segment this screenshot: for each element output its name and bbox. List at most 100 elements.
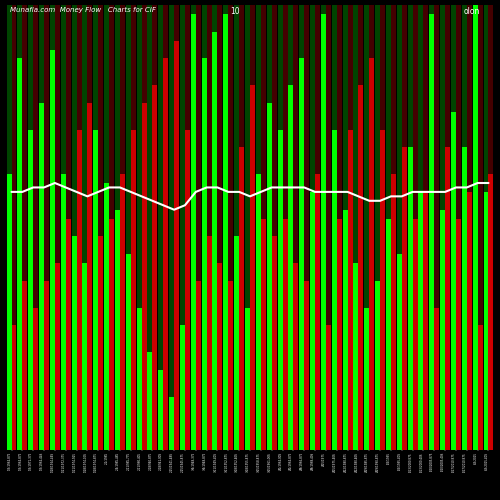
Text: olon: olon	[464, 7, 480, 16]
Bar	[332, 5, 336, 450]
Bar	[148, 5, 152, 450]
Bar	[93, 5, 98, 450]
Bar	[299, 58, 304, 450]
Bar	[467, 192, 472, 450]
Bar	[72, 5, 76, 450]
Bar	[224, 5, 228, 450]
Bar	[310, 5, 315, 450]
Bar	[228, 281, 234, 450]
Bar	[278, 5, 282, 450]
Bar	[369, 58, 374, 450]
Bar	[88, 5, 92, 450]
Bar	[93, 130, 98, 450]
Bar	[261, 5, 266, 450]
Bar	[354, 263, 358, 450]
Bar	[412, 218, 418, 450]
Bar	[467, 5, 472, 450]
Bar	[126, 5, 131, 450]
Bar	[462, 5, 467, 450]
Bar	[472, 5, 478, 450]
Text: 10: 10	[230, 7, 240, 16]
Bar	[397, 254, 402, 450]
Bar	[202, 58, 206, 450]
Bar	[212, 32, 218, 450]
Bar	[434, 5, 440, 450]
Bar	[424, 192, 428, 450]
Bar	[169, 5, 174, 450]
Text: Munafia.com  Money Flow   Charts for CIF: Munafia.com Money Flow Charts for CIF	[10, 7, 156, 14]
Bar	[434, 308, 440, 450]
Bar	[185, 130, 190, 450]
Bar	[28, 130, 33, 450]
Bar	[315, 174, 320, 450]
Bar	[282, 5, 288, 450]
Bar	[120, 174, 125, 450]
Bar	[418, 5, 424, 450]
Bar	[60, 174, 66, 450]
Bar	[136, 5, 141, 450]
Bar	[348, 130, 352, 450]
Bar	[202, 5, 206, 450]
Bar	[33, 5, 38, 450]
Bar	[126, 254, 131, 450]
Bar	[224, 14, 228, 450]
Bar	[478, 326, 482, 450]
Bar	[212, 5, 218, 450]
Bar	[408, 148, 412, 450]
Bar	[272, 236, 276, 450]
Bar	[33, 308, 38, 450]
Bar	[440, 5, 445, 450]
Bar	[174, 40, 179, 450]
Bar	[304, 5, 309, 450]
Bar	[326, 5, 331, 450]
Bar	[456, 218, 461, 450]
Bar	[104, 183, 109, 450]
Bar	[391, 5, 396, 450]
Bar	[234, 5, 239, 450]
Bar	[55, 5, 60, 450]
Bar	[430, 5, 434, 450]
Bar	[142, 103, 146, 450]
Bar	[98, 236, 103, 450]
Bar	[152, 85, 158, 450]
Bar	[321, 14, 326, 450]
Bar	[358, 85, 364, 450]
Bar	[72, 236, 76, 450]
Bar	[288, 5, 294, 450]
Bar	[50, 5, 55, 450]
Bar	[424, 5, 428, 450]
Bar	[60, 5, 66, 450]
Bar	[488, 174, 494, 450]
Bar	[375, 5, 380, 450]
Bar	[412, 5, 418, 450]
Bar	[39, 103, 44, 450]
Bar	[131, 130, 136, 450]
Bar	[196, 281, 201, 450]
Bar	[456, 5, 461, 450]
Bar	[22, 5, 28, 450]
Bar	[218, 5, 222, 450]
Bar	[115, 210, 120, 450]
Bar	[278, 130, 282, 450]
Bar	[180, 326, 185, 450]
Bar	[326, 326, 331, 450]
Bar	[76, 130, 82, 450]
Bar	[397, 5, 402, 450]
Bar	[402, 5, 407, 450]
Bar	[321, 5, 326, 450]
Bar	[18, 58, 22, 450]
Bar	[386, 218, 391, 450]
Bar	[245, 308, 250, 450]
Bar	[142, 5, 146, 450]
Bar	[310, 192, 315, 450]
Bar	[18, 5, 22, 450]
Bar	[294, 263, 298, 450]
Bar	[191, 14, 196, 450]
Bar	[451, 5, 456, 450]
Bar	[336, 5, 342, 450]
Bar	[266, 103, 272, 450]
Bar	[256, 5, 261, 450]
Bar	[164, 5, 168, 450]
Bar	[358, 5, 364, 450]
Bar	[256, 174, 261, 450]
